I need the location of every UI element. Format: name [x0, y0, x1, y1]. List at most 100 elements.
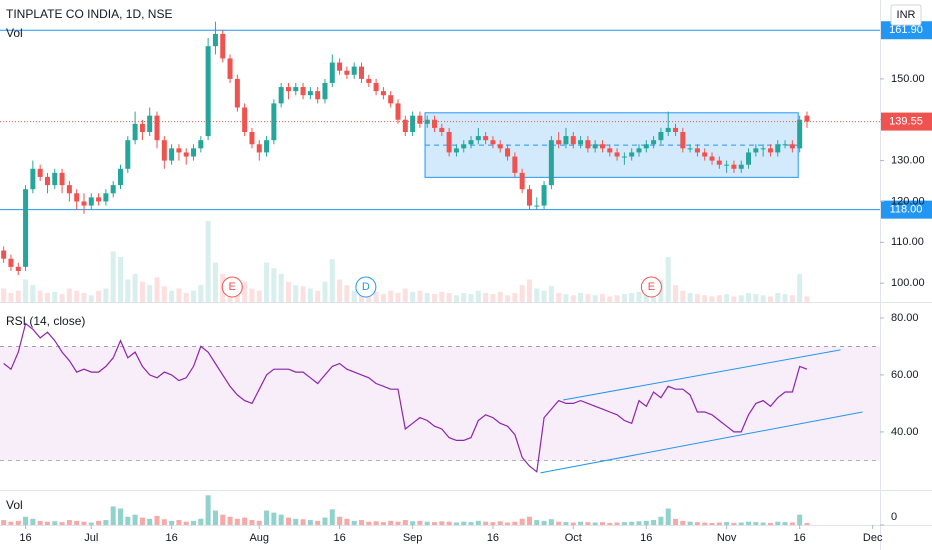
- volume-bar: [570, 295, 576, 302]
- volume-bar: [578, 521, 584, 525]
- volume-bar: [315, 290, 321, 302]
- candle-body: [497, 144, 503, 149]
- candle-body: [110, 185, 116, 194]
- volume-bar: [44, 521, 50, 525]
- y-tick-label: 130.00: [891, 155, 925, 167]
- currency: INR: [897, 9, 916, 21]
- volume-bar: [804, 522, 810, 525]
- candle-body: [614, 152, 620, 157]
- volume-bar: [578, 293, 584, 302]
- candle-body: [198, 140, 204, 149]
- volume-bar: [256, 290, 262, 302]
- volume-bar: [351, 290, 357, 302]
- volume-bar: [96, 290, 102, 302]
- event-label: E: [229, 281, 236, 293]
- x-tick-label: Sep: [403, 532, 423, 544]
- candle-body: [59, 172, 65, 186]
- y-tick-label: 0: [891, 511, 897, 523]
- volume-bar: [731, 296, 737, 302]
- volume-label: Vol: [6, 26, 23, 40]
- level-label-box: [881, 21, 932, 40]
- candle-body: [490, 140, 496, 145]
- candle-body: [658, 131, 664, 141]
- volume-bar: [614, 295, 620, 302]
- candle-body: [716, 160, 722, 165]
- volume-bar: [563, 522, 569, 525]
- x-tick-label: 16: [165, 532, 177, 544]
- volume-bar: [599, 294, 605, 302]
- candle-body: [687, 148, 693, 150]
- volume-bar: [556, 293, 562, 302]
- volume-bar: [519, 285, 525, 302]
- volume-bar: [205, 221, 211, 302]
- candle-body: [475, 136, 481, 141]
- candle-body: [373, 82, 379, 92]
- candle-body: [337, 62, 343, 71]
- candle-body: [74, 193, 80, 202]
- candle-body: [293, 87, 299, 92]
- candle-body: [585, 140, 591, 149]
- volume-bar: [512, 293, 518, 302]
- candle-body: [526, 189, 532, 206]
- volume-bar: [212, 262, 218, 302]
- candle-body: [285, 87, 291, 92]
- volume-bar: [643, 290, 649, 302]
- rsi-band: [0, 346, 880, 461]
- volume-bar: [526, 516, 532, 525]
- volume-bar: [307, 288, 313, 302]
- volume-bar: [329, 259, 335, 302]
- y-tick-label: 80.00: [891, 312, 919, 324]
- candle-body: [797, 119, 803, 149]
- volume-bar: [585, 294, 591, 302]
- trend-line: [540, 411, 863, 474]
- volume-bar: [103, 288, 109, 302]
- volume-bar: [161, 519, 167, 525]
- vol-title: Vol: [6, 498, 23, 512]
- volume-bar: [337, 516, 343, 525]
- x-tick-label: Oct: [565, 532, 582, 544]
- volume-bar: [760, 522, 766, 525]
- volume-bar: [680, 290, 686, 302]
- volume-bar: [52, 521, 58, 525]
- candle-body: [125, 140, 131, 169]
- volume-bar: [402, 288, 408, 302]
- candle-body: [220, 33, 226, 59]
- candle-body: [541, 185, 547, 206]
- volume-bar: [322, 517, 328, 525]
- volume-bar: [512, 521, 518, 525]
- volume-bar: [446, 521, 452, 525]
- candle-body: [329, 62, 335, 83]
- volume-bar: [315, 520, 321, 525]
- volume-bar: [74, 290, 80, 302]
- candle-body: [264, 140, 270, 153]
- volume-bar: [410, 521, 416, 525]
- volume-bar: [37, 520, 43, 525]
- candle-body: [789, 144, 795, 149]
- volume-bar: [753, 522, 759, 525]
- candle-body: [629, 152, 635, 157]
- volume-bar: [746, 293, 752, 302]
- candle-body: [468, 140, 474, 145]
- volume-bar: [665, 257, 671, 302]
- volume-bar: [205, 495, 211, 525]
- volume-bar: [198, 518, 204, 525]
- volume-bar: [702, 522, 708, 525]
- volume-bar: [264, 510, 270, 525]
- x-tick-label: Nov: [717, 532, 737, 544]
- volume-bar: [665, 508, 671, 525]
- candle-body: [1, 250, 7, 259]
- volume-bar: [797, 514, 803, 525]
- volume-bar: [139, 517, 145, 525]
- volume-bar: [519, 518, 525, 525]
- candle-body: [103, 193, 109, 202]
- volume-bar: [614, 522, 620, 525]
- volume-bar: [534, 520, 540, 525]
- candle-body: [249, 131, 255, 145]
- volume-bar: [227, 516, 233, 525]
- candle-body: [191, 148, 197, 157]
- candle-body: [607, 148, 613, 153]
- volume-bar: [497, 521, 503, 525]
- candle-body: [643, 144, 649, 149]
- candle-body: [673, 127, 679, 132]
